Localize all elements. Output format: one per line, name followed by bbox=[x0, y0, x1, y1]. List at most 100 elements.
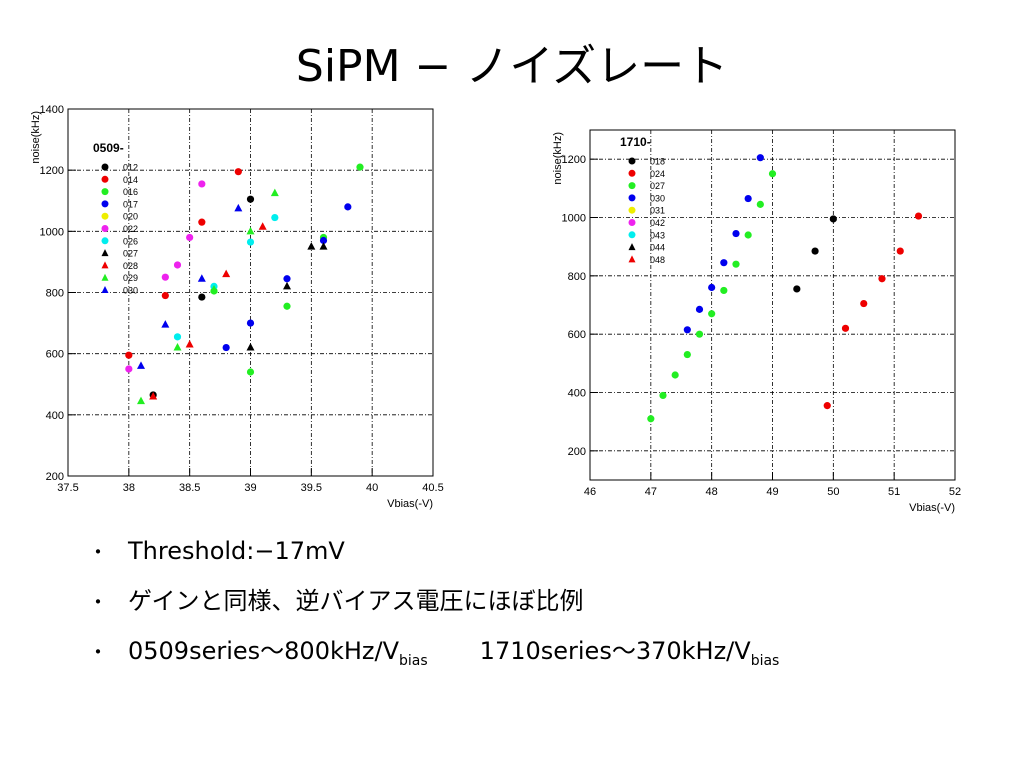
legend-marker-triangle bbox=[101, 249, 109, 257]
legend-entry-label: 014 bbox=[123, 175, 138, 185]
data-point-026 bbox=[173, 333, 182, 341]
bullet-1710-subscript: bias bbox=[750, 652, 780, 669]
data-point-018 bbox=[829, 215, 837, 223]
bullet-marker: ・ bbox=[88, 540, 108, 564]
data-point-029 bbox=[210, 284, 218, 293]
data-point-027 bbox=[744, 231, 752, 239]
data-point-027 bbox=[695, 330, 704, 338]
data-point-026 bbox=[271, 213, 279, 222]
legend-entry-label: 018 bbox=[650, 157, 665, 167]
legend-entry-label: 027 bbox=[123, 249, 138, 259]
data-point-028 bbox=[222, 269, 231, 278]
bullet-gain-proportional: ゲインと同様、逆バイアス電圧にほぼ比例 bbox=[128, 587, 584, 615]
y-tick-label: 1400 bbox=[40, 104, 64, 116]
x-tick-label: 52 bbox=[949, 486, 961, 498]
data-point-022 bbox=[161, 273, 169, 281]
data-point-024 bbox=[914, 212, 923, 220]
legend-entry-label: 020 bbox=[123, 212, 138, 222]
data-point-012 bbox=[246, 195, 255, 203]
legend-entry-label: 022 bbox=[123, 224, 138, 234]
chart-0509: 37.5 38 38.5 39 39.5 40 40.5 200 400 600 800 1000 12… bbox=[24, 100, 452, 510]
x-tick-label: 38.5 bbox=[179, 482, 200, 494]
data-point-016 bbox=[356, 163, 364, 171]
y-tick-label: 200 bbox=[46, 471, 64, 483]
chart-0509-svg: 37.5 38 38.5 39 39.5 40 40.5 200 400 600 800 1000 12… bbox=[30, 104, 444, 510]
data-point-029 bbox=[137, 396, 145, 405]
legend-entry-label: 026 bbox=[123, 236, 138, 246]
legend-entry-label: 016 bbox=[123, 187, 138, 197]
data-point-030 bbox=[234, 203, 243, 212]
data-point-029 bbox=[270, 188, 279, 197]
y-tick-label: 200 bbox=[568, 446, 586, 458]
data-point-012 bbox=[198, 293, 206, 301]
y-tick-label: 1200 bbox=[40, 165, 64, 177]
data-point-018 bbox=[811, 247, 819, 255]
y-axis-label: noise(kHz) bbox=[30, 111, 42, 164]
data-point-014 bbox=[161, 291, 169, 300]
data-point-030 bbox=[137, 361, 145, 369]
data-point-030 bbox=[161, 320, 170, 328]
x-tick-label: 47 bbox=[645, 486, 657, 498]
legend-entry-label: 042 bbox=[650, 218, 665, 228]
legend-marker-circle bbox=[628, 169, 636, 177]
data-point-017 bbox=[319, 236, 328, 245]
x-tick-label: 37.5 bbox=[57, 482, 78, 494]
legend-entry-label: 017 bbox=[123, 199, 138, 209]
data-point-027 bbox=[756, 200, 764, 208]
data-point-022 bbox=[125, 365, 133, 373]
data-point-014 bbox=[125, 351, 133, 359]
legend-marker-circle bbox=[628, 182, 636, 190]
data-point-030 bbox=[708, 283, 716, 292]
bullet-0509-subscript: bias bbox=[399, 652, 428, 669]
legend-entry-label: 012 bbox=[123, 163, 138, 173]
data-point-024 bbox=[841, 324, 850, 332]
legend-title: 1710- bbox=[620, 135, 651, 149]
data-point-022 bbox=[186, 233, 194, 242]
y-tick-label: 1000 bbox=[40, 226, 64, 238]
data-point-024 bbox=[878, 275, 886, 283]
x-tick-label: 46 bbox=[584, 486, 596, 498]
data-point-028 bbox=[185, 339, 194, 348]
data-point-027 bbox=[708, 310, 716, 318]
data-point-027 bbox=[246, 343, 255, 351]
legend-entry-label: 043 bbox=[650, 230, 665, 240]
legend-entry-label: 028 bbox=[123, 261, 138, 271]
legend-entry-label: 027 bbox=[650, 181, 665, 191]
bullet-1710-slope: 1710series〜370kHz/V bbox=[479, 637, 751, 665]
legend-entry-label: 031 bbox=[650, 206, 665, 216]
y-axis-label: noise(kHz) bbox=[552, 132, 564, 185]
legend-marker-triangle bbox=[101, 261, 109, 269]
legend-marker-circle bbox=[101, 212, 109, 220]
data-point-017 bbox=[246, 319, 255, 327]
data-point-024 bbox=[860, 299, 868, 308]
data-point-022 bbox=[198, 180, 206, 188]
legend-marker-circle bbox=[101, 188, 109, 196]
x-tick-label: 38 bbox=[123, 482, 135, 494]
data-point-029 bbox=[246, 226, 255, 235]
data-point-014 bbox=[198, 218, 206, 226]
legend-marker-circle bbox=[628, 194, 636, 202]
data-point-027 bbox=[732, 260, 740, 268]
data-point-016 bbox=[283, 302, 291, 310]
x-tick-label: 39 bbox=[244, 482, 256, 494]
data-point-017 bbox=[283, 275, 291, 283]
legend-title: 0509- bbox=[93, 141, 124, 155]
data-point-027 bbox=[768, 170, 777, 178]
legend-marker-circle bbox=[628, 219, 636, 226]
data-point-028 bbox=[149, 391, 158, 400]
data-point-027 bbox=[659, 391, 667, 400]
x-tick-label: 39.5 bbox=[301, 482, 322, 494]
data-point-027 bbox=[720, 286, 728, 295]
data-point-030 bbox=[683, 326, 691, 334]
legend-entry-label: 030 bbox=[650, 193, 665, 203]
x-axis-label: Vbias(-V) bbox=[909, 502, 955, 514]
data-point-030 bbox=[695, 305, 704, 313]
legend-entry-label: 029 bbox=[123, 273, 138, 283]
bullet-item: ・ Threshold:−17mV bbox=[88, 530, 779, 580]
data-point-027 bbox=[283, 281, 291, 290]
legend-marker-triangle bbox=[101, 286, 109, 293]
y-tick-label: 1000 bbox=[562, 213, 586, 225]
data-point-017 bbox=[344, 203, 352, 211]
data-point-027 bbox=[307, 242, 316, 250]
x-tick-label: 40 bbox=[366, 482, 378, 494]
